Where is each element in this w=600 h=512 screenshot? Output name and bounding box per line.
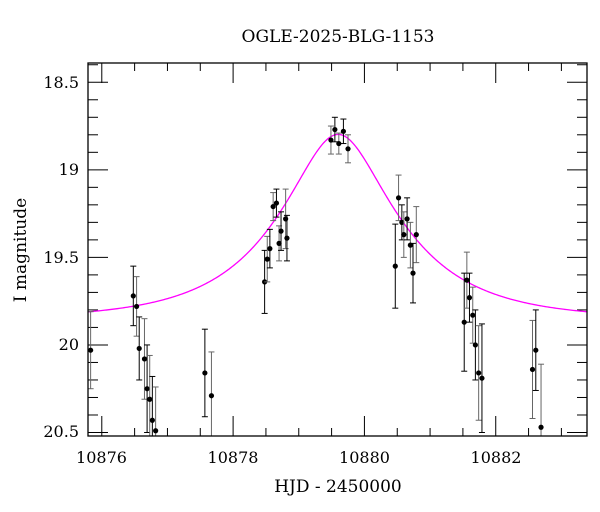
axis-ticks xyxy=(88,63,587,436)
data-point xyxy=(529,366,536,373)
data-point xyxy=(141,356,148,362)
data-point xyxy=(332,126,338,133)
model-curve xyxy=(87,133,588,313)
data-point xyxy=(538,424,544,430)
data-point xyxy=(88,347,94,353)
y-tick-label: 18.5 xyxy=(43,73,79,92)
data-point xyxy=(410,270,416,276)
data-point xyxy=(476,370,482,376)
data-point xyxy=(149,417,155,423)
data-point xyxy=(133,303,140,310)
data-point xyxy=(147,396,153,402)
x-axis-label: HJD - 2450000 xyxy=(274,477,402,497)
y-axis-label: I magnitude xyxy=(11,198,31,302)
data-point xyxy=(340,128,347,134)
data-point xyxy=(464,277,470,283)
data-point xyxy=(345,146,351,152)
x-tick-label: 10882 xyxy=(471,448,522,467)
data-point xyxy=(336,140,342,147)
y-tick-label: 20.5 xyxy=(43,422,79,441)
data-point xyxy=(273,200,280,206)
data-point xyxy=(404,216,410,222)
y-tick-label: 19.5 xyxy=(43,248,79,267)
plot-frame xyxy=(87,62,588,437)
data-point xyxy=(395,195,402,201)
y-tick-label: 19 xyxy=(59,160,79,179)
data-point xyxy=(283,216,289,222)
data-point xyxy=(533,347,539,353)
data-point xyxy=(208,393,215,399)
data-point xyxy=(461,319,467,325)
data-point xyxy=(413,232,419,238)
data-point xyxy=(392,263,398,269)
x-tick-label: 10876 xyxy=(76,448,127,467)
data-point xyxy=(144,386,150,392)
data-point xyxy=(466,295,473,301)
data-point xyxy=(130,293,136,299)
data-point xyxy=(278,228,284,234)
chart-title: OGLE-2025-BLG-1153 xyxy=(242,27,435,47)
data-point xyxy=(401,232,407,238)
data-point xyxy=(284,235,290,241)
data-point xyxy=(470,312,476,318)
data-points xyxy=(87,116,545,436)
data-point xyxy=(267,246,273,252)
data-point xyxy=(479,375,485,381)
data-point xyxy=(472,342,478,348)
data-point xyxy=(264,256,270,262)
data-point xyxy=(270,203,276,210)
data-point xyxy=(202,370,208,376)
data-point xyxy=(276,240,282,246)
x-tick-label: 10878 xyxy=(208,448,259,467)
x-tick-label: 10880 xyxy=(339,448,390,467)
data-point xyxy=(136,345,142,352)
y-tick-label: 20 xyxy=(59,335,79,354)
data-point xyxy=(399,219,405,225)
data-point xyxy=(153,428,159,434)
